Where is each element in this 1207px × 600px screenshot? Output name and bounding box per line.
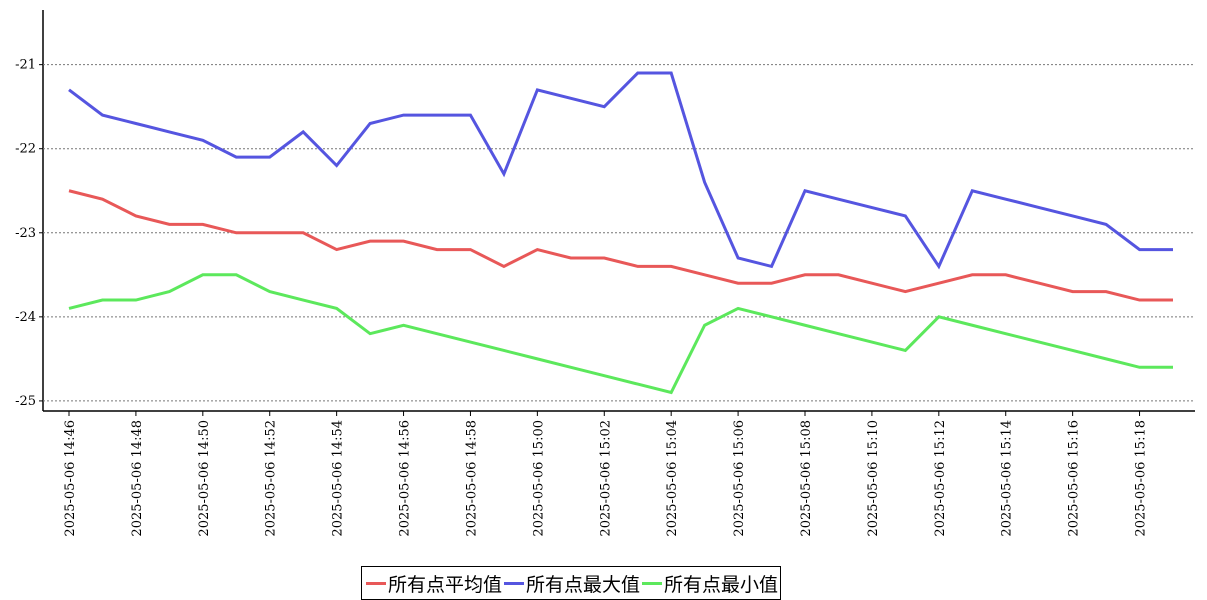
y-tick-label: -23 — [15, 226, 36, 241]
legend-swatch — [642, 581, 663, 585]
x-tick-label: 2025-05-06 14:56 — [398, 420, 413, 537]
x-tick-label: 2025-05-06 15:00 — [531, 420, 546, 537]
x-tick-label: 2025-05-06 15:08 — [799, 420, 814, 537]
x-tick-label: 2025-05-06 14:58 — [464, 420, 479, 537]
legend-item: 所有点平均值 — [364, 570, 502, 597]
y-tick-label: -21 — [15, 58, 36, 73]
x-tick-label: 2025-05-06 15:12 — [933, 420, 948, 537]
x-tick-label: 2025-05-06 15:06 — [732, 420, 747, 537]
x-tick-label: 2025-05-06 15:10 — [866, 420, 881, 537]
legend-item: 所有点最大值 — [502, 570, 640, 597]
y-tick-label: -22 — [15, 142, 36, 157]
legend-label: 所有点最大值 — [526, 573, 641, 596]
x-tick-label: 2025-05-06 14:46 — [63, 420, 78, 537]
x-tick-label: 2025-05-06 15:18 — [1134, 420, 1149, 537]
y-tick-label: -25 — [15, 394, 36, 409]
legend-label: 所有点平均值 — [388, 573, 503, 596]
legend-item: 所有点最小值 — [640, 570, 778, 597]
x-tick-label: 2025-05-06 15:04 — [665, 420, 680, 537]
x-tick-label: 2025-05-06 14:50 — [197, 420, 212, 537]
x-tick-label: 2025-05-06 14:48 — [130, 420, 145, 537]
legend-swatch — [366, 581, 386, 585]
legend: 所有点平均值 所有点最大值 所有点最小值 — [361, 566, 782, 600]
legend-swatch — [504, 581, 525, 585]
series-line — [68, 71, 1173, 270]
x-tick-label: 2025-05-06 15:14 — [1000, 420, 1015, 537]
y-tick-label: -24 — [15, 310, 36, 325]
x-tick-label: 2025-05-06 15:02 — [598, 420, 613, 537]
x-tick-label: 2025-05-06 15:16 — [1067, 420, 1082, 537]
x-tick-label: 2025-05-06 14:52 — [264, 420, 279, 537]
x-tick-label: 2025-05-06 14:54 — [331, 420, 346, 537]
series-line — [68, 273, 1173, 395]
legend-label: 所有点最小值 — [664, 573, 779, 596]
series-line — [68, 189, 1173, 302]
chart: -25 -24 -23 -22 -21 2025-05-06 14:46 2025-05-0… — [15, 10, 1195, 537]
